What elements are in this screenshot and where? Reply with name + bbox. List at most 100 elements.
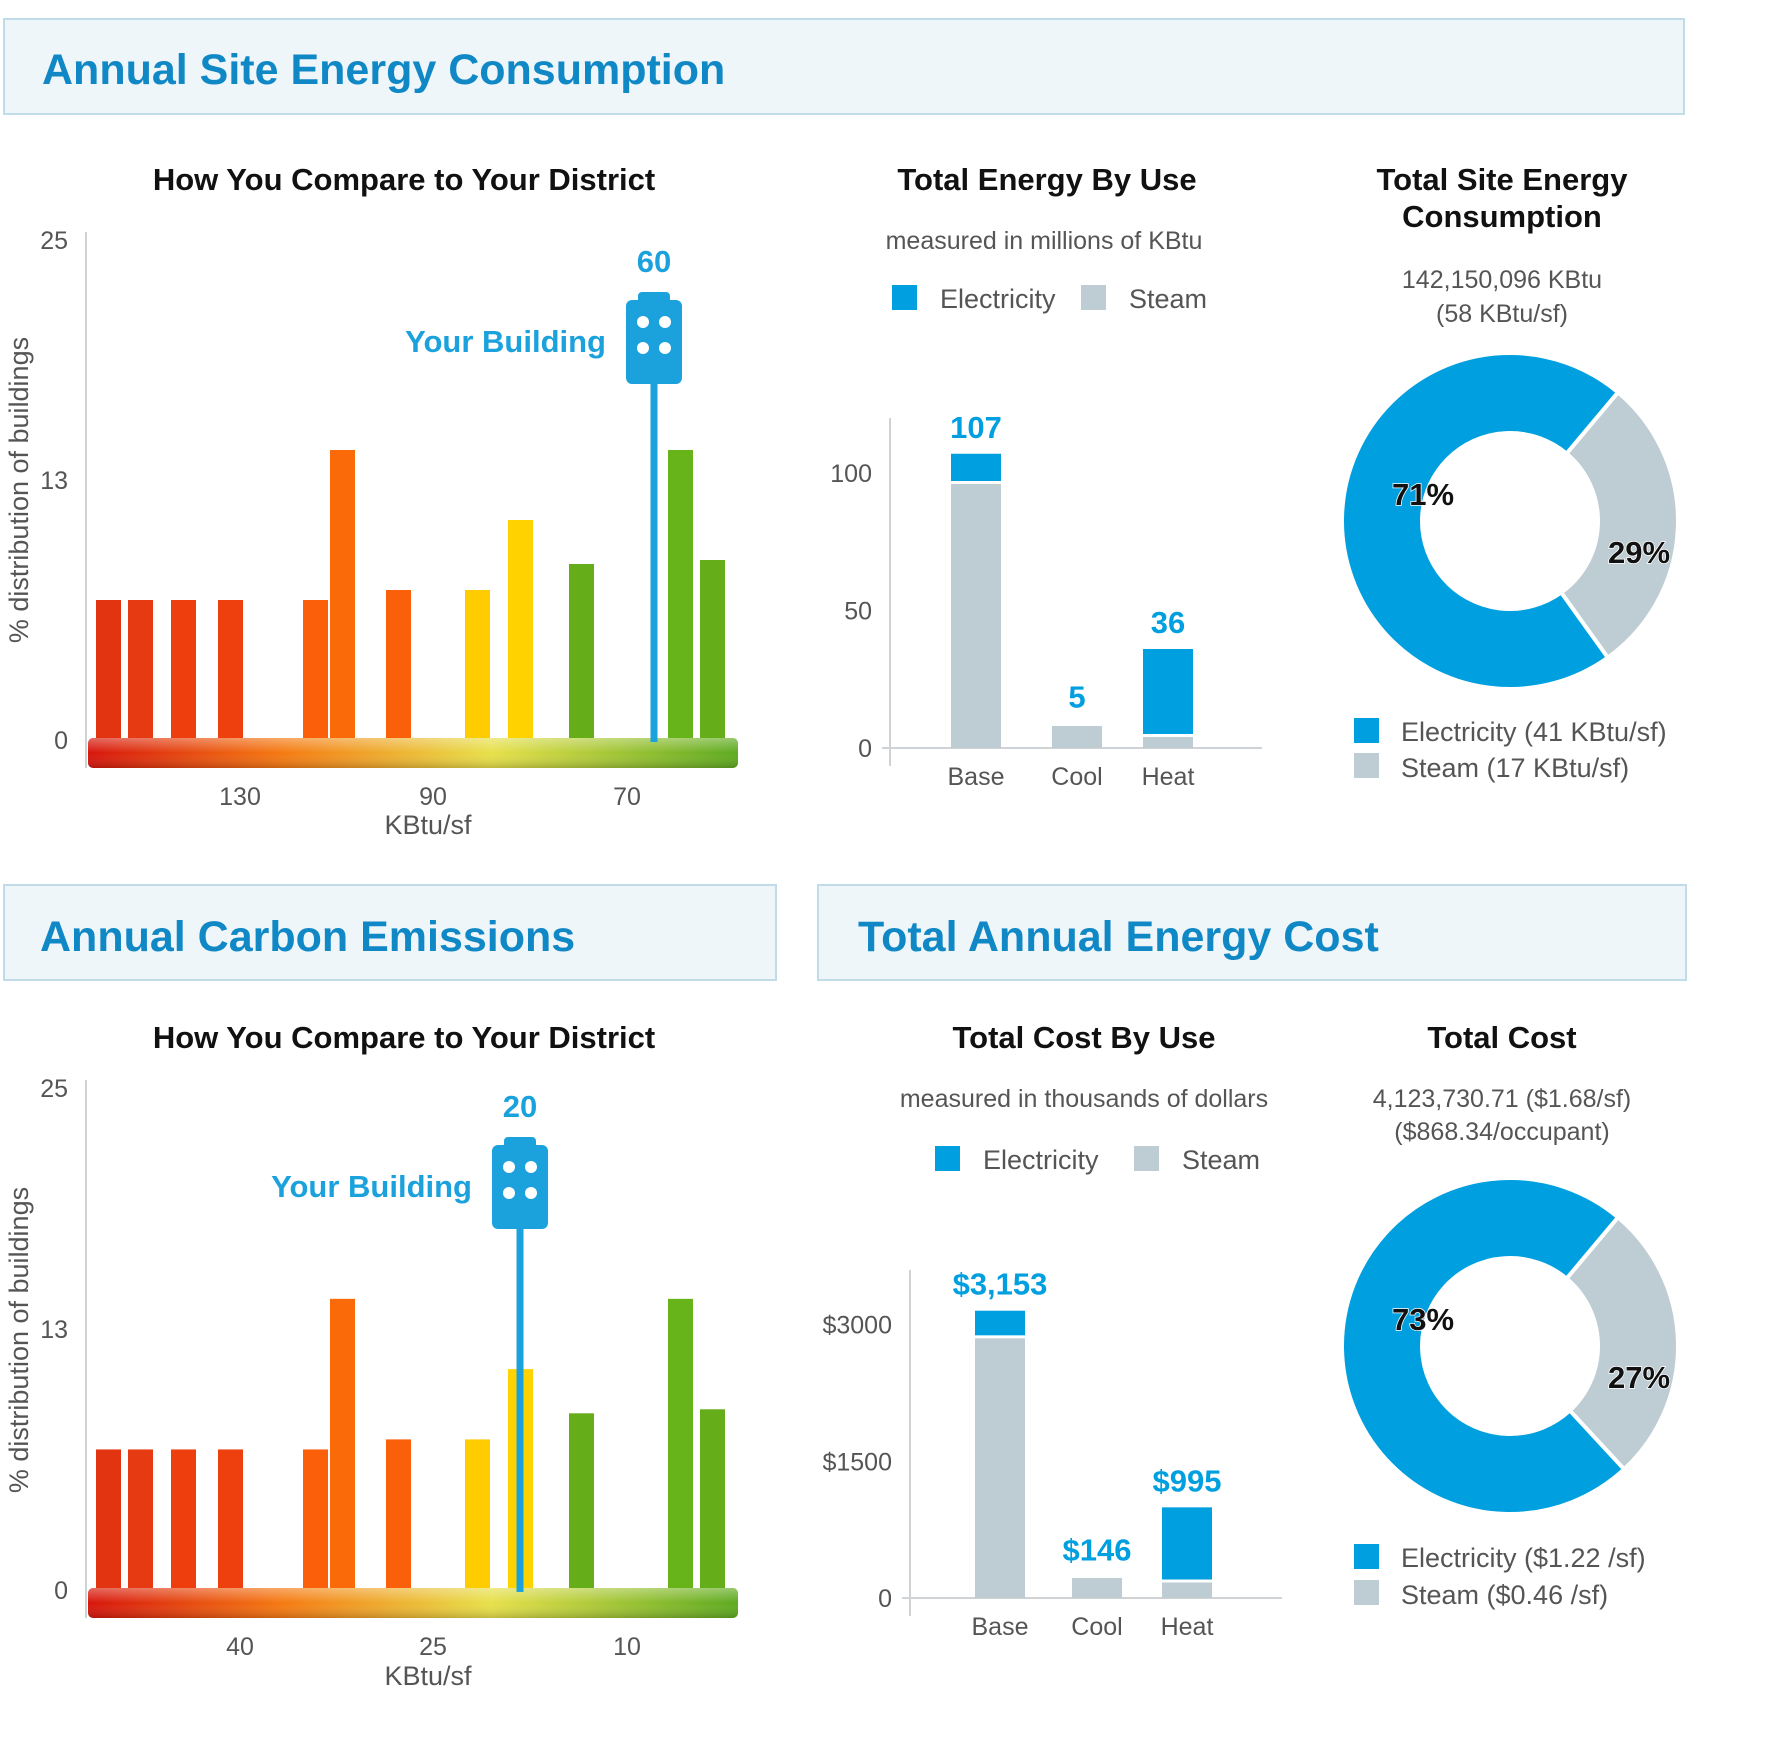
y-tick-label: 0 [54,1577,68,1605]
histogram-bar [330,450,355,740]
donut-label-steam: 29% [1608,535,1670,570]
building-icon [626,300,682,384]
x-tick-label: Cool [1051,763,1102,791]
color-scale-shade [88,738,738,768]
chart-title: Total Energy By Use [897,162,1196,197]
histogram-bar [465,1439,490,1590]
donut-slice-steam [1563,1214,1681,1473]
x-tick-label: 10 [613,1633,641,1661]
chart-subtitle-line1: 142,150,096 KBtu [1402,266,1602,294]
marker-value: 20 [503,1089,537,1124]
x-axis-label: KBtu/sf [384,1661,472,1691]
histogram-bar [218,600,243,740]
building-window [503,1161,515,1173]
histogram-bar [508,520,533,740]
legend-swatch-steam [1134,1146,1159,1171]
y-tick-label: 100 [830,460,872,488]
y-tick-label: 25 [40,1075,68,1103]
chart-energy-by-use: Total Energy By Use measured in millions… [830,162,1262,791]
histogram-bar [303,1449,328,1590]
x-tick-label: Cool [1071,1613,1122,1641]
legend-swatch-steam [1081,285,1106,310]
legend-label-steam: Steam [1129,284,1207,314]
bar-segment-electricity [1143,649,1193,734]
section-title: Annual Site Energy Consumption [42,46,725,94]
x-axis-label: KBtu/sf [384,810,472,840]
histogram-bar [465,590,490,740]
bar-segment-steam [1052,726,1102,748]
donut-label-electricity: 73% [1392,1302,1454,1337]
legend-swatch-steam [1354,1580,1379,1605]
legend-swatch-steam [1354,753,1379,778]
legend-swatch-electricity [935,1146,960,1171]
histogram-bar [128,1449,153,1590]
histogram-bar [303,600,328,740]
legend-swatch-electricity [892,285,917,310]
section-header-energy: Annual Site Energy Consumption [3,18,1685,115]
building-window [659,342,671,354]
bar-segment-steam [1143,737,1193,748]
y-tick-label: 0 [878,1585,892,1613]
y-axis-label: % distribution of buildings [4,337,34,643]
chart-title-line1: Total Site Energy [1377,162,1629,197]
chart-title: How You Compare to Your District [153,1020,655,1055]
donut-slice-steam [1558,389,1680,661]
histogram-bar [668,450,693,740]
chart-title: How You Compare to Your District [153,162,655,197]
header-box [3,884,777,981]
histogram-bar [96,600,121,740]
histogram-bar [569,564,594,740]
legend-label-electricity: Electricity ($1.22 /sf) [1401,1543,1646,1573]
donut-slice-electricity [1340,1176,1627,1516]
bar-segment-steam [1072,1577,1122,1598]
bar-total-label: $146 [1063,1533,1132,1568]
chart-cost-total: Total Cost 4,123,730.71 ($1.68/sf) ($868… [1340,1020,1681,1610]
legend-label-steam: Steam ($0.46 /sf) [1401,1580,1608,1610]
legend-label-electricity: Electricity (41 KBtu/sf) [1401,717,1667,747]
legend-label-steam: Steam (17 KBtu/sf) [1401,753,1629,783]
chart-carbon-compare: How You Compare to Your District % distr… [4,1020,738,1691]
x-tick-label: Heat [1142,763,1195,791]
bar-segment-steam [1162,1582,1212,1598]
histogram-bar [218,1449,243,1590]
building-window [525,1161,537,1173]
chart-energy-total: Total Site Energy Consumption 142,150,09… [1340,162,1680,783]
x-tick-label: 70 [613,783,641,811]
chart-title: Total Cost [1427,1020,1576,1055]
bar-total-label: $995 [1153,1463,1222,1498]
y-tick-label: $1500 [822,1448,892,1476]
marker-label: Your Building [271,1169,472,1204]
legend-swatch-electricity [1354,1544,1379,1569]
histogram-bar [386,1439,411,1590]
bar-segment-electricity [1162,1507,1212,1580]
bar-segment-electricity [975,1310,1025,1336]
y-tick-label: 0 [54,727,68,755]
chart-subtitle-line2: ($868.34/occupant) [1394,1118,1609,1146]
building-window [637,316,649,328]
chart-subtitle: measured in thousands of dollars [900,1085,1268,1113]
y-tick-label: 13 [40,1316,68,1344]
section-header-carbon: Annual Carbon Emissions [3,884,777,981]
y-tick-label: 25 [40,227,68,255]
building-window [503,1187,515,1199]
histogram-bar [668,1298,693,1590]
legend-swatch-electricity [1354,718,1379,743]
marker-label: Your Building [405,324,606,359]
color-scale-shade [88,1588,738,1618]
x-tick-label: 40 [226,1633,254,1661]
chart-subtitle-line1: 4,123,730.71 ($1.68/sf) [1373,1085,1632,1113]
histogram-bar [386,590,411,740]
chart-subtitle: measured in millions of KBtu [886,227,1203,255]
x-tick-label: Base [948,763,1005,791]
chart-cost-by-use: Total Cost By Use measured in thousands … [822,1020,1282,1641]
y-tick-label: 0 [858,735,872,763]
chart-subtitle-line2: (58 KBtu/sf) [1436,300,1568,328]
histogram-bar [569,1413,594,1590]
section-title: Total Annual Energy Cost [858,913,1379,961]
building-window [525,1187,537,1199]
x-tick-label: 25 [419,1633,447,1661]
legend-label-electricity: Electricity [983,1145,1099,1175]
bar-total-label: 36 [1151,605,1185,640]
histogram-bar [330,1298,355,1590]
histogram-bar [96,1449,121,1590]
